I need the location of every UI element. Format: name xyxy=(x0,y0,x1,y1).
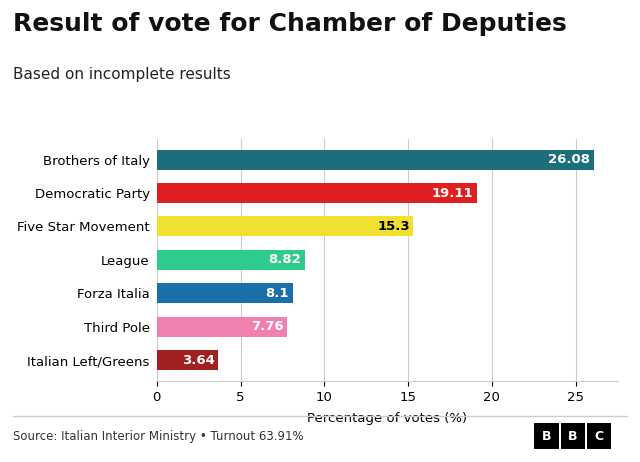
Text: 7.76: 7.76 xyxy=(251,320,284,333)
Bar xyxy=(157,283,292,304)
Text: C: C xyxy=(595,430,604,443)
Text: Based on incomplete results: Based on incomplete results xyxy=(13,67,230,82)
Text: Source: Italian Interior Ministry • Turnout 63.91%: Source: Italian Interior Ministry • Turn… xyxy=(13,430,303,443)
Bar xyxy=(157,150,594,170)
Bar xyxy=(157,350,218,370)
Bar xyxy=(157,250,305,270)
Text: B: B xyxy=(568,430,577,443)
Bar xyxy=(157,216,413,237)
Bar xyxy=(157,316,287,337)
Text: 8.1: 8.1 xyxy=(266,287,289,300)
Text: 26.08: 26.08 xyxy=(548,153,591,166)
Text: B: B xyxy=(542,430,551,443)
Text: 8.82: 8.82 xyxy=(269,253,301,267)
Text: 15.3: 15.3 xyxy=(377,220,410,233)
X-axis label: Percentage of votes (%): Percentage of votes (%) xyxy=(307,412,467,425)
Text: 3.64: 3.64 xyxy=(182,353,214,367)
Text: 19.11: 19.11 xyxy=(432,187,474,200)
Text: Result of vote for Chamber of Deputies: Result of vote for Chamber of Deputies xyxy=(13,12,566,36)
Bar xyxy=(157,183,477,203)
